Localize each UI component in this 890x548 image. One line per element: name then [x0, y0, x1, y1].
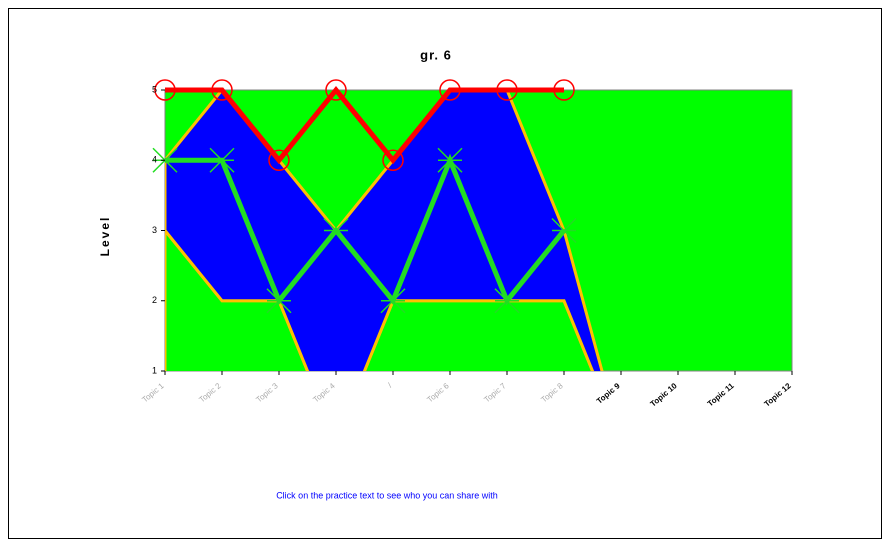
marker	[494, 288, 520, 314]
y-tick-label: 2	[152, 295, 157, 305]
marker	[551, 217, 577, 244]
y-tick-label: 4	[152, 155, 157, 165]
marker	[323, 217, 349, 244]
y-tick-label: 3	[152, 225, 157, 235]
overlay-layer	[152, 79, 577, 314]
marker	[380, 288, 406, 314]
marker	[211, 79, 233, 101]
chart-title: gr. 6	[420, 47, 452, 62]
y-tick-label: 5	[152, 84, 157, 94]
marker	[154, 79, 176, 101]
marker	[553, 79, 575, 101]
y-tick-label: 1	[152, 365, 157, 375]
marker	[325, 79, 347, 101]
y-axis-title: Level	[98, 216, 112, 257]
line	[165, 153, 566, 306]
marker	[268, 149, 290, 171]
marker	[439, 79, 461, 101]
marker	[382, 149, 404, 171]
marker	[266, 288, 292, 314]
marker	[437, 147, 463, 173]
marker	[496, 79, 518, 101]
share-note[interactable]: Click on the practice text to see who yo…	[276, 490, 498, 500]
x-tick-label: /	[386, 381, 394, 390]
marker	[209, 147, 235, 173]
